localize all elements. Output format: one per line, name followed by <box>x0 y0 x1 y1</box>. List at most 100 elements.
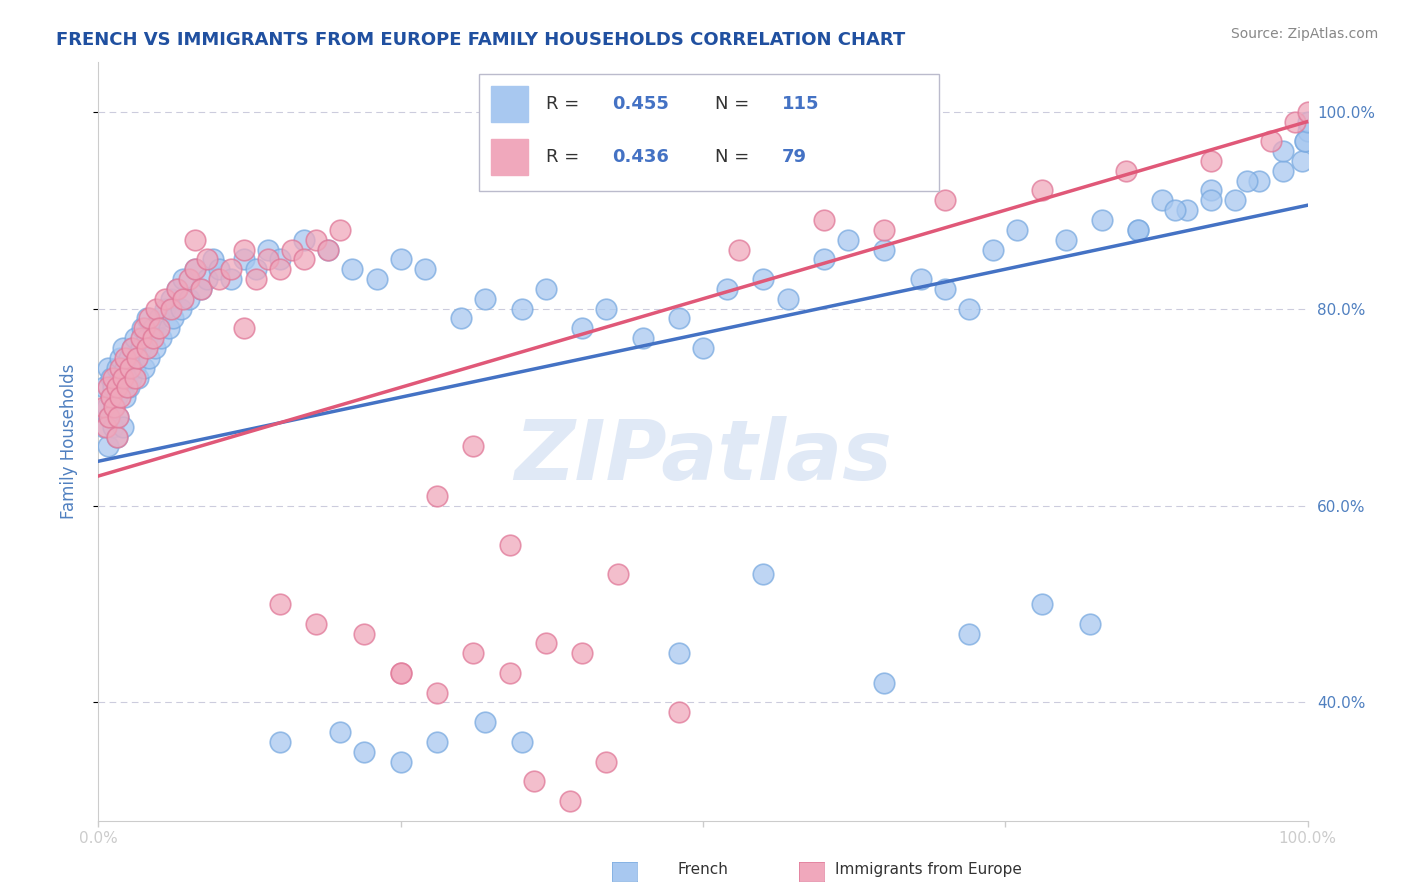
Point <box>752 272 775 286</box>
Point <box>195 252 218 267</box>
Point <box>269 262 291 277</box>
Point <box>103 400 125 414</box>
Point <box>134 360 156 375</box>
Point <box>153 301 176 316</box>
Point <box>934 282 956 296</box>
Point <box>426 735 449 749</box>
Point <box>534 282 557 296</box>
Point <box>121 341 143 355</box>
Point <box>111 370 134 384</box>
Text: R =: R = <box>546 95 585 113</box>
Text: 0.455: 0.455 <box>613 95 669 113</box>
Point <box>571 646 593 660</box>
Point <box>138 311 160 326</box>
Point <box>534 636 557 650</box>
Point <box>1296 104 1319 119</box>
Point <box>131 321 153 335</box>
Point <box>172 272 194 286</box>
Point <box>728 243 751 257</box>
Point <box>160 292 183 306</box>
Point <box>510 735 533 749</box>
Bar <box>492 86 527 122</box>
Point <box>1294 134 1316 148</box>
Point <box>232 243 254 257</box>
Point <box>232 252 254 267</box>
Point <box>114 351 136 365</box>
Point <box>389 665 412 680</box>
Point <box>426 489 449 503</box>
Text: French: French <box>678 863 728 877</box>
Point <box>1128 223 1150 237</box>
Point <box>1223 194 1246 208</box>
Point <box>1163 203 1185 218</box>
Point <box>184 262 207 277</box>
Point <box>97 360 120 375</box>
Point <box>97 380 120 394</box>
Point <box>127 351 149 365</box>
Point <box>716 282 738 296</box>
Point <box>292 233 315 247</box>
Point <box>105 360 128 375</box>
Point <box>172 292 194 306</box>
Point <box>96 400 118 414</box>
Point <box>957 301 980 316</box>
Point <box>1031 184 1053 198</box>
Point <box>245 272 267 286</box>
Point <box>179 292 201 306</box>
Point <box>148 321 170 335</box>
Point <box>124 370 146 384</box>
Text: FRENCH VS IMMIGRANTS FROM EUROPE FAMILY HOUSEHOLDS CORRELATION CHART: FRENCH VS IMMIGRANTS FROM EUROPE FAMILY … <box>56 31 905 49</box>
Point <box>111 341 134 355</box>
Point <box>366 272 388 286</box>
Point <box>97 440 120 454</box>
Text: 115: 115 <box>782 95 820 113</box>
Point <box>118 360 141 375</box>
Point <box>108 390 131 404</box>
Point <box>1296 124 1319 138</box>
Point <box>103 400 125 414</box>
Point <box>94 419 117 434</box>
Point <box>256 243 278 257</box>
Point <box>595 301 617 316</box>
Point <box>107 409 129 424</box>
Point <box>111 419 134 434</box>
Point <box>837 233 859 247</box>
Point <box>510 301 533 316</box>
Point <box>813 252 835 267</box>
Point <box>134 321 156 335</box>
Point <box>389 252 412 267</box>
Point <box>101 380 124 394</box>
Point <box>108 360 131 375</box>
Point <box>426 685 449 699</box>
Text: N =: N = <box>716 148 755 166</box>
Point <box>668 311 690 326</box>
Point <box>292 252 315 267</box>
Point <box>631 331 654 345</box>
Point <box>232 321 254 335</box>
Point <box>160 301 183 316</box>
Point <box>281 243 304 257</box>
Point <box>93 380 115 394</box>
Point <box>316 243 339 257</box>
Point <box>108 351 131 365</box>
Point <box>1284 114 1306 128</box>
Point <box>153 292 176 306</box>
Point <box>100 390 122 404</box>
Point <box>121 341 143 355</box>
Point <box>105 380 128 394</box>
Point <box>190 282 212 296</box>
Point <box>157 321 180 335</box>
Point <box>1272 163 1295 178</box>
Point <box>498 538 520 552</box>
Point <box>127 351 149 365</box>
Point <box>108 380 131 394</box>
Point <box>873 675 896 690</box>
Point <box>813 213 835 227</box>
Point <box>118 380 141 394</box>
Point <box>101 419 124 434</box>
Point <box>353 626 375 640</box>
Point <box>129 331 152 345</box>
Point <box>981 243 1004 257</box>
Point <box>1249 173 1271 187</box>
Point <box>1115 163 1137 178</box>
